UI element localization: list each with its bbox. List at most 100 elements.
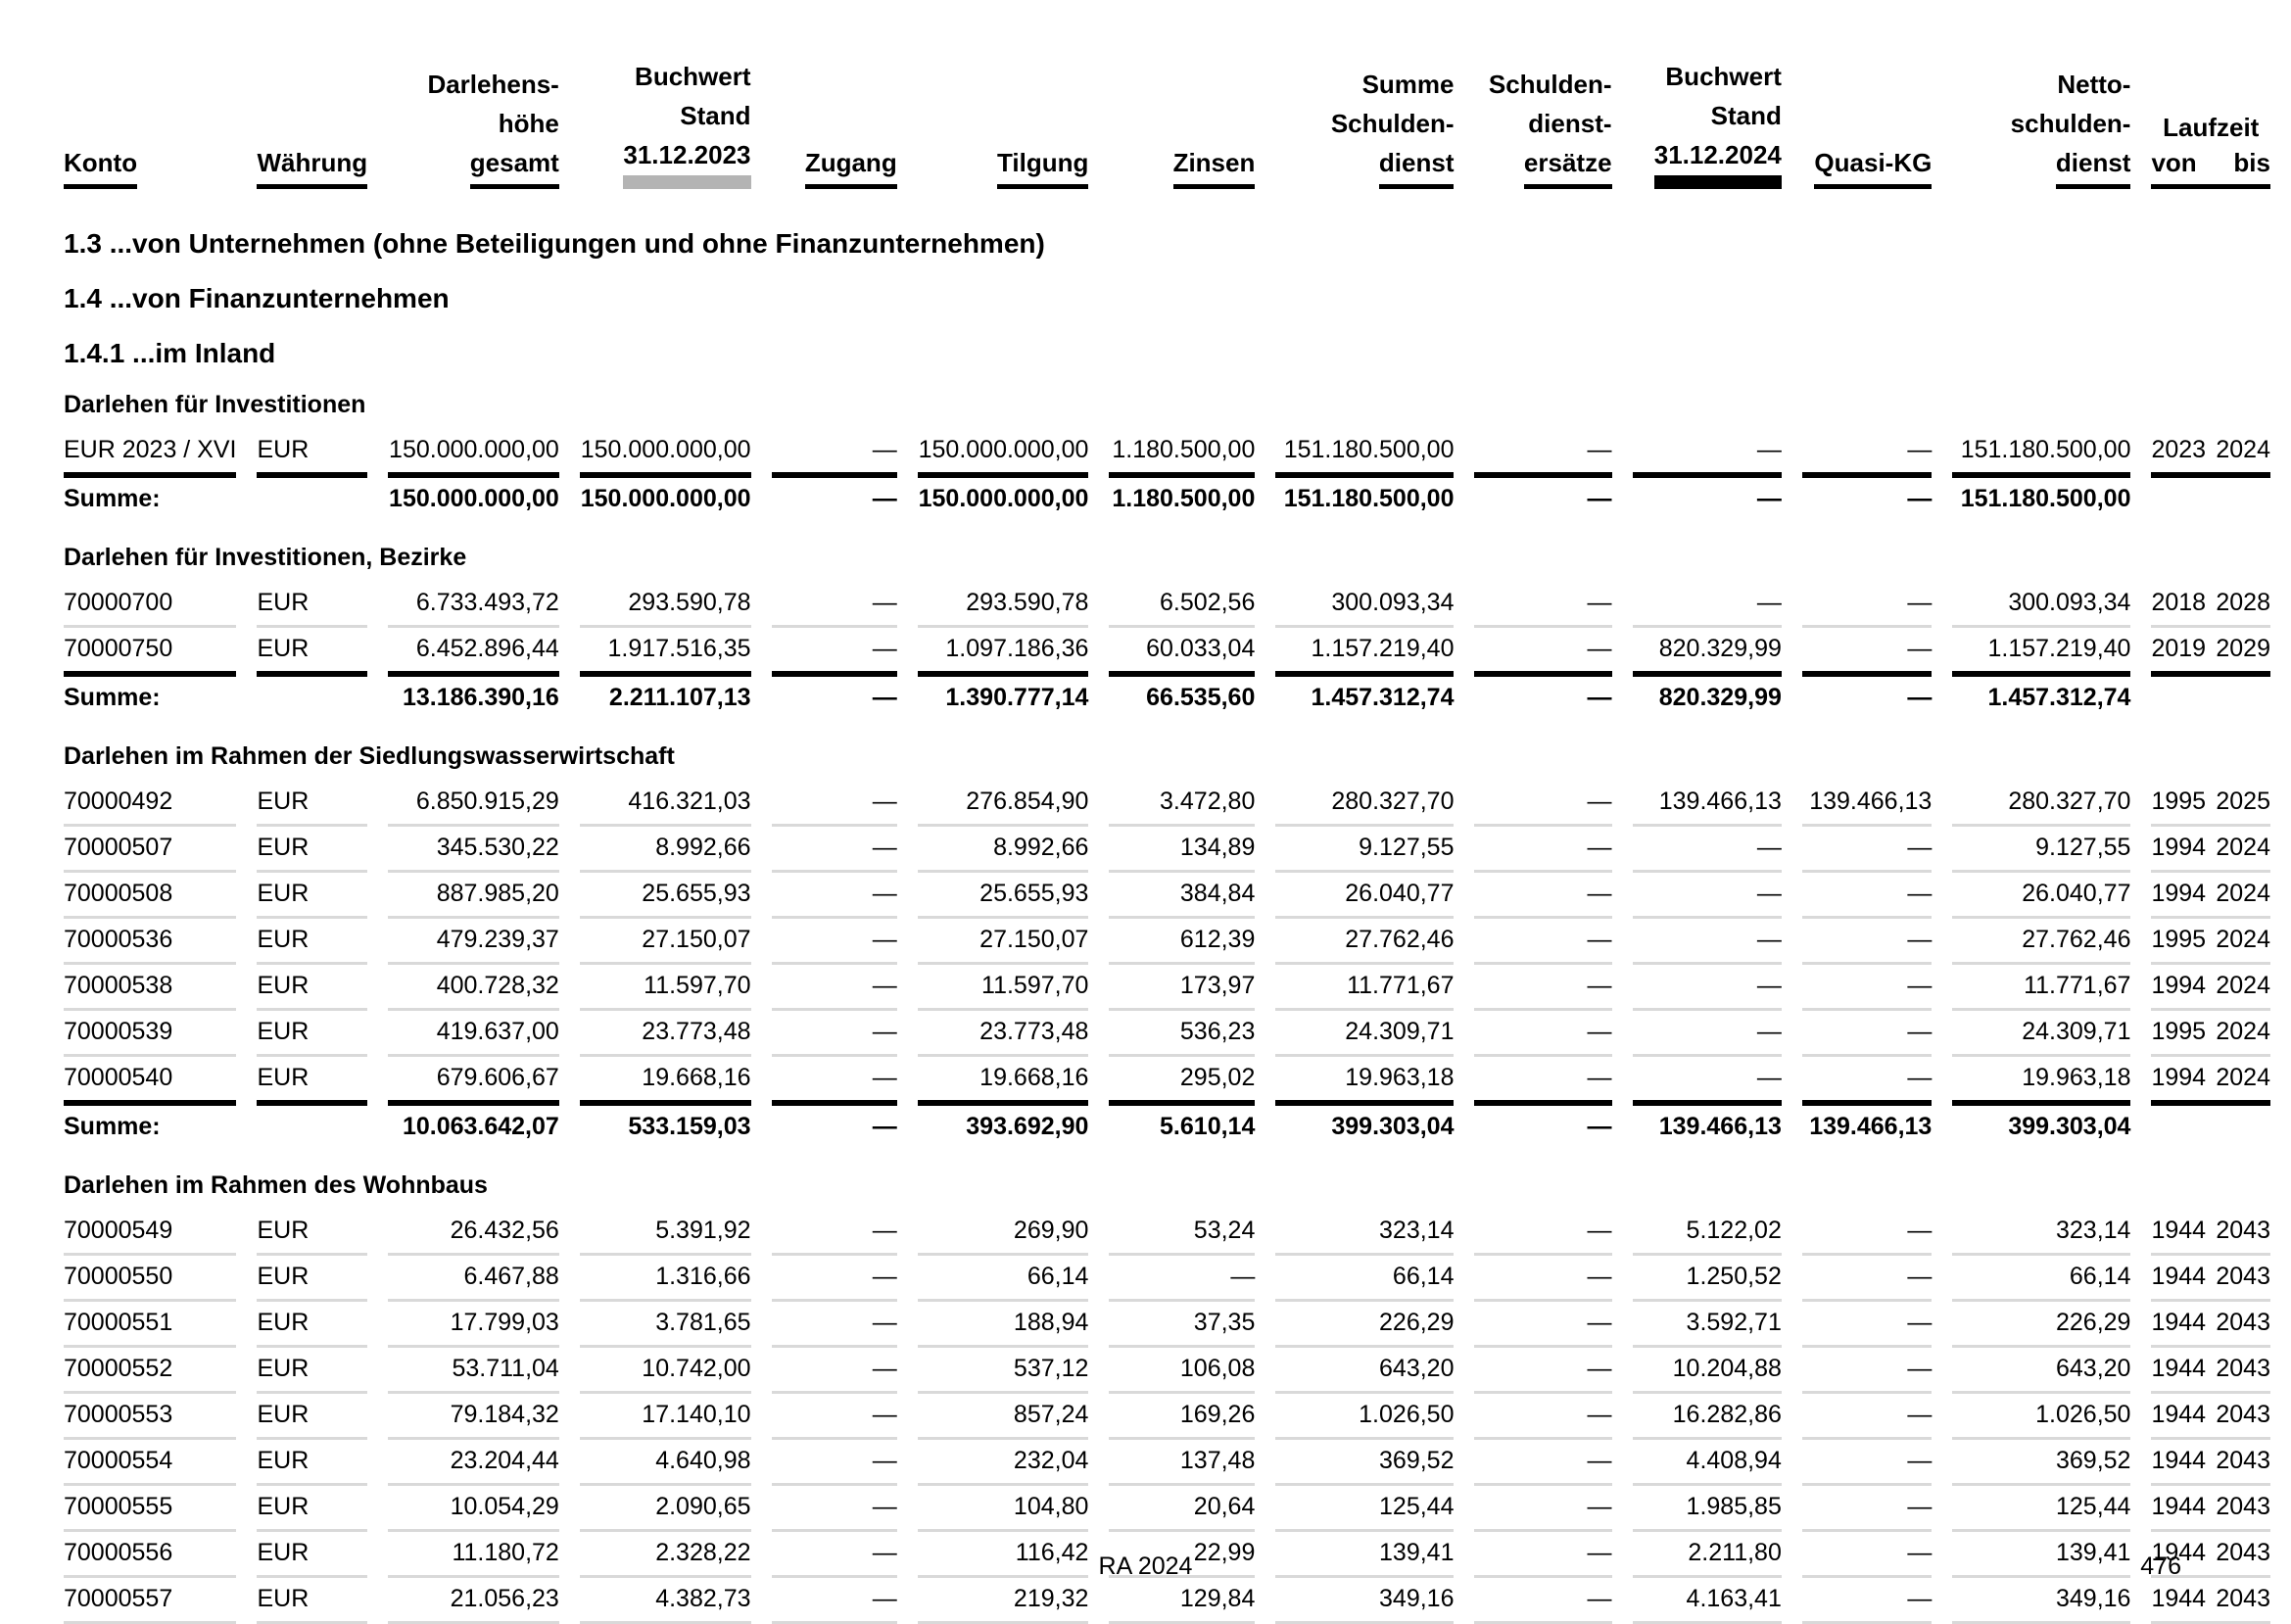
cell-summe-schuldendienst: 1.457.312,74 [1275, 671, 1455, 721]
cell-buchwert-stand-2024: 1.250,52 [1632, 1256, 1782, 1302]
cell-zugang: — [771, 1100, 897, 1150]
cell-netto-schuldendienst: 323,14 [1952, 1210, 2131, 1256]
cell-tilgung: 150.000.000,00 [918, 436, 1089, 463]
laufzeit-von: 1994 [2151, 1064, 2207, 1091]
cell-konto: 70000536 [64, 919, 237, 965]
cell-schuldendienstersaetze: — [1474, 1100, 1612, 1150]
cell-laufzeit: 1944 2043 [2151, 1210, 2270, 1256]
cell-schuldendienstersaetze: — [1474, 582, 1612, 628]
cell-laufzeit: 1994 2024 [2151, 1057, 2270, 1100]
cell-netto-schuldendienst: 24.309,71 [1952, 1011, 2131, 1057]
group-title-row: Darlehen für Investitionen, Bezirke [64, 522, 2270, 582]
cell-schuldendienstersaetze: — [1587, 436, 1612, 463]
cell-konto: 70000551 [64, 1302, 237, 1348]
cell-tilgung: 219,32 [917, 1578, 1089, 1624]
cell-netto-schuldendienst: 280.327,70 [1952, 781, 2131, 827]
loan-row: 70000550 EUR 6.467,88 1.316,66 — 66,14 — 66,14 —… [64, 1256, 2270, 1302]
table-body: 1.3 ...von Unternehmen (ohne Beteiligung… [64, 189, 2270, 1624]
cell-darlehenshoehe-gesamt: 26.432,56 [388, 1210, 559, 1256]
cell-summe-schuldendienst: 11.771,67 [1275, 965, 1455, 1011]
cell-netto-schuldendienst: 26.040,77 [1952, 873, 2131, 919]
laufzeit-bis: 2043 [2216, 1585, 2270, 1612]
cell-tilgung: 11.597,70 [917, 965, 1089, 1011]
cell-quasi-kg: — [1801, 1394, 1933, 1440]
cell-zugang: — [771, 1440, 897, 1486]
laufzeit-bis: 2024 [2216, 926, 2270, 953]
cell-waehrung: EUR [257, 919, 368, 965]
cell-buchwert-stand-2023: 27.150,07 [579, 919, 751, 965]
cell-zugang: — [771, 1486, 897, 1532]
column-header-row: Konto Währung Darlehens-höhe gesamt Buchwert… [64, 57, 2270, 189]
cell-waehrung: EUR [257, 873, 368, 919]
cell-tilgung: 8.992,66 [917, 827, 1089, 873]
cell-waehrung: EUR [257, 1210, 368, 1256]
cell-summe-schuldendienst: 349,16 [1275, 1578, 1455, 1624]
group-title: Darlehen im Rahmen des Wohnbaus [64, 1171, 488, 1199]
cell-netto-schuldendienst: 349,16 [1952, 1578, 2131, 1624]
cell-tilgung: 857,24 [917, 1394, 1089, 1440]
loan-row: 70000492 EUR 6.850.915,29 416.321,03 — 276.85… [64, 781, 2270, 827]
laufzeit-von: 1994 [2151, 972, 2207, 999]
cell-waehrung: EUR [257, 1302, 368, 1348]
cell-konto: 70000554 [64, 1440, 237, 1486]
cell-netto-schuldendienst: 125,44 [1952, 1486, 2131, 1532]
cell-buchwert-stand-2024: — [1632, 919, 1782, 965]
cell-buchwert-stand-2024: 3.592,71 [1632, 1302, 1782, 1348]
cell-quasi-kg: 139.466,13 [1801, 781, 1933, 827]
cell-quasi-kg: — [1801, 1348, 1933, 1394]
section-heading-row: 1.4.1 ...im Inland [64, 314, 2270, 369]
cell-summe-schuldendienst: 643,20 [1275, 1348, 1455, 1394]
cell-quasi-kg: 139.466,13 [1801, 1100, 1933, 1150]
section-heading-row: 1.3 ...von Unternehmen (ohne Beteiligung… [64, 189, 2270, 260]
cell-summe-schuldendienst: 323,14 [1275, 1210, 1455, 1256]
group-title: Darlehen im Rahmen der Siedlungswasserwi… [64, 742, 675, 770]
cell-netto-schuldendienst: 399.303,04 [1952, 1100, 2131, 1150]
cell-konto: 70000540 [64, 1064, 173, 1091]
cell-buchwert-stand-2024: — [1756, 1064, 1782, 1091]
cell-waehrung: EUR [257, 635, 310, 662]
cell-netto-schuldendienst: 151.180.500,00 [1960, 436, 2131, 463]
cell-zugang: — [771, 1348, 897, 1394]
cell-buchwert-stand-2023: 2.090,65 [579, 1486, 751, 1532]
group-title: Darlehen für Investitionen, Bezirke [64, 544, 467, 571]
cell-konto: 70000507 [64, 827, 237, 873]
cell-waehrung [257, 472, 368, 522]
section-heading: 1.3 ...von Unternehmen (ohne Beteiligung… [64, 228, 1045, 259]
cell-buchwert-stand-2024: — [1632, 472, 1782, 522]
cell-waehrung: EUR [257, 1394, 368, 1440]
laufzeit-von: 1944 [2151, 1401, 2207, 1428]
cell-schuldendienstersaetze: — [1474, 1210, 1612, 1256]
cell-summe-schuldendienst: 24.309,71 [1275, 1011, 1455, 1057]
cell-laufzeit: 2019 2029 [2151, 628, 2270, 671]
cell-buchwert-stand-2024: — [1632, 1011, 1782, 1057]
laufzeit-von: 1944 [2151, 1539, 2207, 1566]
cell-schuldendienstersaetze: — [1474, 1011, 1612, 1057]
cell-schuldendienstersaetze: — [1474, 1302, 1612, 1348]
cell-zinsen: 173,97 [1109, 965, 1256, 1011]
cell-netto-schuldendienst: 300.093,34 [1952, 582, 2131, 628]
laufzeit-bis: 2024 [2216, 972, 2270, 999]
cell-quasi-kg: — [1907, 1064, 1933, 1091]
cell-laufzeit: 1995 2024 [2151, 919, 2270, 965]
loan-row: 70000538 EUR 400.728,32 11.597,70 — 11.597,70… [64, 965, 2270, 1011]
cell-laufzeit: 1944 2043 [2151, 1532, 2270, 1578]
cell-zinsen: 3.472,80 [1109, 781, 1256, 827]
group-title-row: Darlehen im Rahmen des Wohnbaus [64, 1150, 2270, 1210]
cell-buchwert-stand-2023: 150.000.000,00 [580, 436, 751, 463]
laufzeit-von: 1995 [2151, 788, 2207, 815]
cell-zinsen: 384,84 [1109, 873, 1256, 919]
cell-darlehenshoehe-gesamt: 23.204,44 [388, 1440, 559, 1486]
cell-darlehenshoehe-gesamt: 79.184,32 [388, 1394, 559, 1440]
cell-buchwert-stand-2023: 25.655,93 [579, 873, 751, 919]
cell-darlehenshoehe-gesamt: 6.733.493,72 [388, 582, 559, 628]
cell-schuldendienstersaetze: — [1474, 472, 1612, 522]
cell-netto-schuldendienst: 9.127,55 [1952, 827, 2131, 873]
laufzeit-bis: 2043 [2216, 1355, 2270, 1382]
cell-darlehenshoehe-gesamt: 419.637,00 [388, 1011, 559, 1057]
laufzeit-bis: 2043 [2216, 1263, 2270, 1290]
laufzeit-bis: 2029 [2216, 635, 2270, 662]
cell-zinsen: 134,89 [1109, 827, 1256, 873]
cell-summe-schuldendienst: 9.127,55 [1275, 827, 1455, 873]
cell-buchwert-stand-2024: 10.204,88 [1632, 1348, 1782, 1394]
